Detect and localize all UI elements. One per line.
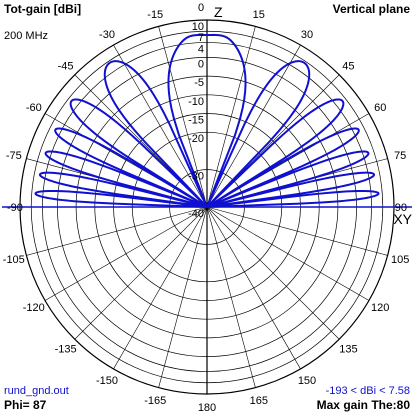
gain-range-label: -193 < dBi < 7.58 (325, 385, 410, 397)
radial-tick-label: -5 (194, 77, 204, 89)
radial-tick-label: 10 (192, 21, 204, 33)
xy-axis-label: XY (393, 211, 412, 227)
phi-label: Phi= 87 (4, 398, 47, 412)
angle-tick-label: 60 (374, 102, 386, 114)
angle-tick-label: -150 (96, 375, 118, 387)
grid-spoke (113, 206, 208, 370)
frequency-label: 200 MHz (4, 30, 49, 42)
grid-spoke (206, 206, 370, 301)
radial-tick-label: 4 (198, 43, 204, 55)
grid-spoke (113, 44, 208, 208)
grid-spoke (206, 206, 256, 388)
grid-spoke (206, 206, 340, 340)
angle-tick-labels: 0153045607590105120135150165180-165-150-… (3, 2, 413, 413)
radial-tick-label: -30 (188, 171, 204, 183)
grid-spokes (26, 26, 388, 388)
grid-spoke (158, 26, 208, 208)
angle-tick-label: 0 (198, 2, 204, 14)
angle-tick-label: -165 (144, 395, 166, 407)
angle-tick-label: 165 (250, 395, 268, 407)
angle-tick-label: -90 (7, 202, 23, 214)
angle-tick-label: -45 (58, 61, 74, 73)
chart-title: Tot-gain [dBi] (4, 2, 82, 16)
angle-tick-label: -60 (26, 102, 42, 114)
radial-tick-label: 0 (198, 58, 204, 70)
angle-tick-label: 120 (371, 302, 389, 314)
angle-tick-label: -120 (23, 302, 45, 314)
angle-tick-label: -75 (6, 150, 22, 162)
grid-spoke (206, 26, 256, 208)
angle-tick-label: 90 (395, 202, 407, 214)
grid-spoke (26, 206, 208, 256)
angle-tick-label: 30 (301, 29, 313, 41)
angle-tick-label: 45 (342, 61, 354, 73)
angle-tick-label: 75 (394, 150, 406, 162)
angle-tick-label: 135 (339, 343, 357, 355)
radial-tick-label: 7 (198, 32, 204, 44)
gain-pattern (34, 33, 380, 208)
angle-tick-label: 15 (253, 9, 265, 21)
radial-tick-label: -15 (188, 115, 204, 127)
radial-tick-label: -20 (188, 133, 204, 145)
max-gain-label: Max gain The:80 (316, 398, 410, 412)
angle-tick-label: -105 (3, 254, 25, 266)
grid-spoke (206, 206, 301, 370)
radial-tick-label: -10 (188, 96, 204, 108)
grid-spoke (206, 44, 301, 208)
pattern-trace (34, 33, 380, 208)
angle-tick-label: 150 (298, 375, 316, 387)
grid-spoke (158, 206, 208, 388)
angle-tick-label: 105 (391, 254, 409, 266)
angle-tick-label: 180 (198, 402, 216, 413)
angle-tick-label: -30 (99, 29, 115, 41)
file-name-label: rund_gnd.out (4, 385, 69, 397)
grid-spoke (206, 206, 388, 256)
radial-tick-label: -40 (188, 208, 204, 220)
plane-label: Vertical plane (332, 2, 410, 16)
grid-spoke (44, 206, 208, 301)
angle-tick-label: -135 (55, 343, 77, 355)
z-axis-label: Z (214, 4, 223, 20)
grid-spoke (74, 206, 208, 340)
angle-tick-label: -15 (147, 9, 163, 21)
